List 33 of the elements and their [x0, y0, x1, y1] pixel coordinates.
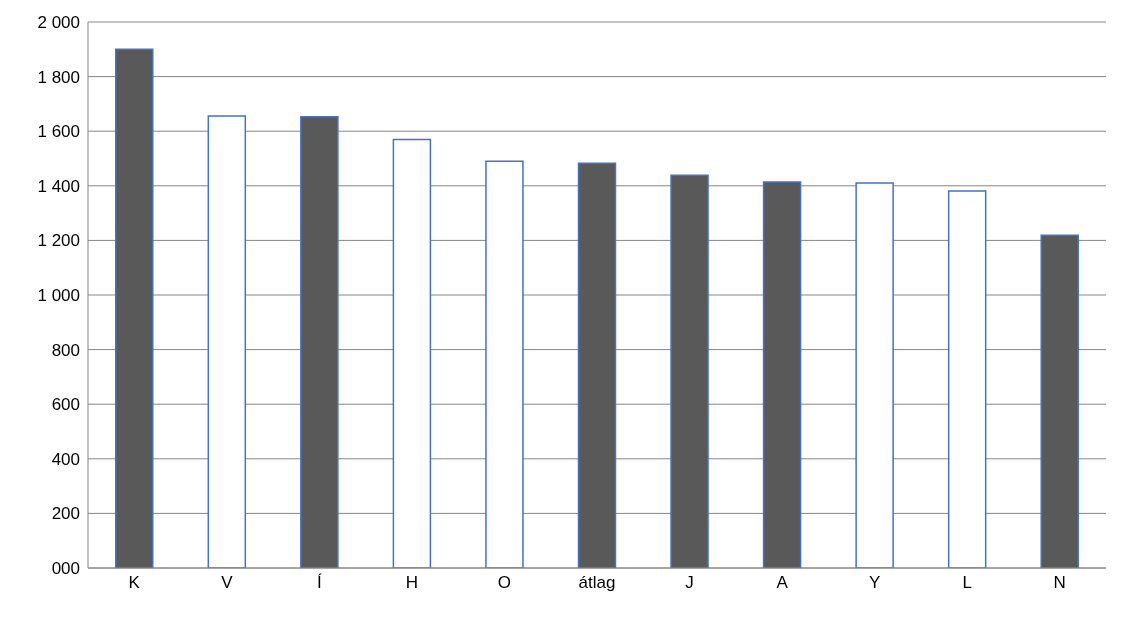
bar [207, 115, 247, 568]
x-tick-label: V [221, 573, 234, 593]
x-tick-label: Í [317, 573, 322, 593]
x-tick-label: N [1053, 573, 1066, 593]
x-tick-label: K [128, 573, 141, 593]
y-tick-label: 000 [51, 559, 80, 579]
bar [392, 138, 432, 568]
x-tick-label: O [497, 573, 512, 593]
bar [855, 182, 894, 568]
y-tick-label: 1 600 [37, 122, 80, 142]
bar [115, 48, 154, 568]
x-tick-label: J [685, 573, 694, 593]
bar [577, 162, 617, 568]
bar [947, 190, 987, 568]
x-tick-label: átlag [578, 573, 616, 593]
y-tick-label: 2 000 [37, 13, 80, 33]
x-tick-label: Y [868, 573, 881, 593]
y-tick-label: 1 400 [37, 176, 80, 196]
x-tick-label: L [962, 573, 972, 593]
x-tick-label: H [405, 573, 419, 593]
bar [485, 160, 524, 568]
y-tick-label: 1 000 [37, 286, 80, 306]
bar [1040, 234, 1079, 568]
y-tick-label: 200 [51, 504, 80, 524]
y-tick-label: 800 [51, 340, 80, 360]
y-tick-label: 400 [51, 449, 80, 469]
bar [762, 181, 802, 568]
y-tick-label: 1 200 [37, 231, 80, 251]
x-tick-label: A [776, 573, 789, 593]
y-tick-label: 1 800 [37, 67, 80, 87]
bar [300, 115, 339, 568]
y-tick-label: 600 [51, 395, 80, 415]
bar [670, 174, 709, 568]
